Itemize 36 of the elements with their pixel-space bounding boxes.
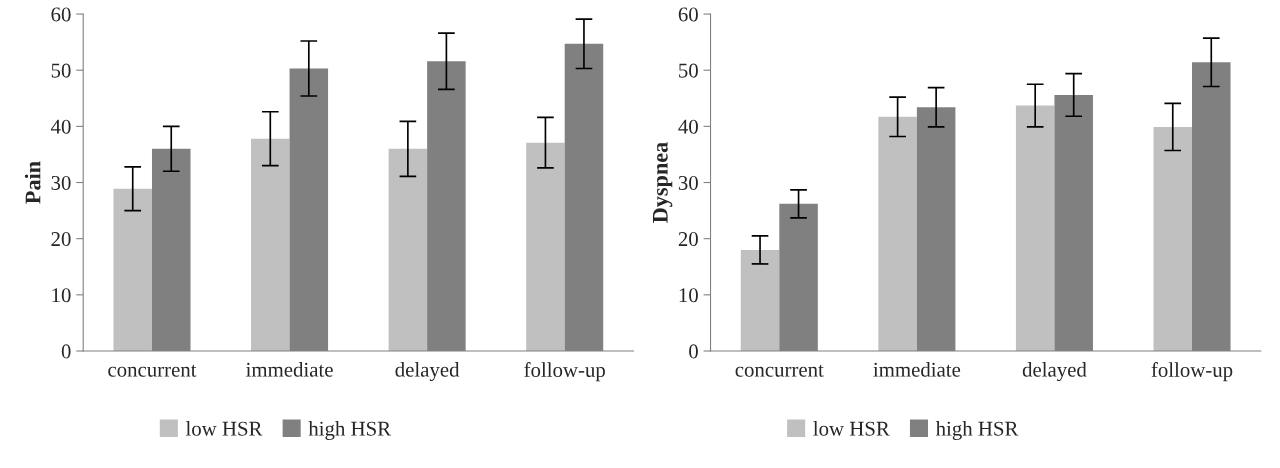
legend-label: low HSR	[813, 421, 890, 436]
x-tick-label: concurrent	[735, 364, 824, 377]
x-tick-label: delayed	[1022, 362, 1087, 382]
x-tick-label: immediate	[873, 362, 961, 377]
bar	[388, 148, 428, 351]
y-tick-label: 30	[678, 175, 698, 190]
y-tick-label: 40	[50, 119, 71, 134]
x-tick-label: follow-up	[1151, 362, 1233, 382]
y-tick-label: 10	[679, 288, 698, 303]
x-tick-label: concurrent	[108, 364, 197, 377]
y-tick-label: 60	[51, 7, 71, 22]
bar	[1015, 105, 1055, 351]
bar	[740, 249, 780, 351]
x-tick-label: immediate	[246, 362, 333, 377]
y-tick-label: 40	[678, 119, 698, 134]
legend-label: high HSR	[935, 421, 1019, 440]
bar	[878, 116, 917, 351]
y-tick-label: 50	[679, 63, 698, 78]
legend-label: high HSR	[308, 421, 392, 440]
y-tick-label: 0	[61, 344, 71, 359]
bar	[1153, 126, 1193, 351]
y-tick-label: 60	[678, 7, 698, 22]
y-tick-label: 20	[678, 232, 698, 247]
y-tick-label: 50	[51, 63, 71, 78]
y-tick-label: 10	[52, 288, 71, 303]
x-tick-label: delayed	[395, 362, 460, 382]
bar	[113, 188, 152, 351]
legend-label: low HSR	[185, 421, 263, 436]
y-tick-label: 20	[51, 232, 71, 247]
y-tick-label: 0	[689, 344, 698, 359]
bar	[251, 138, 290, 351]
bar	[526, 142, 565, 351]
x-tick-label: follow-up	[524, 362, 605, 382]
y-tick-label: 30	[51, 175, 71, 190]
y-axis-title: Dyspnea	[652, 142, 673, 223]
y-axis-title: Pain	[24, 161, 41, 204]
